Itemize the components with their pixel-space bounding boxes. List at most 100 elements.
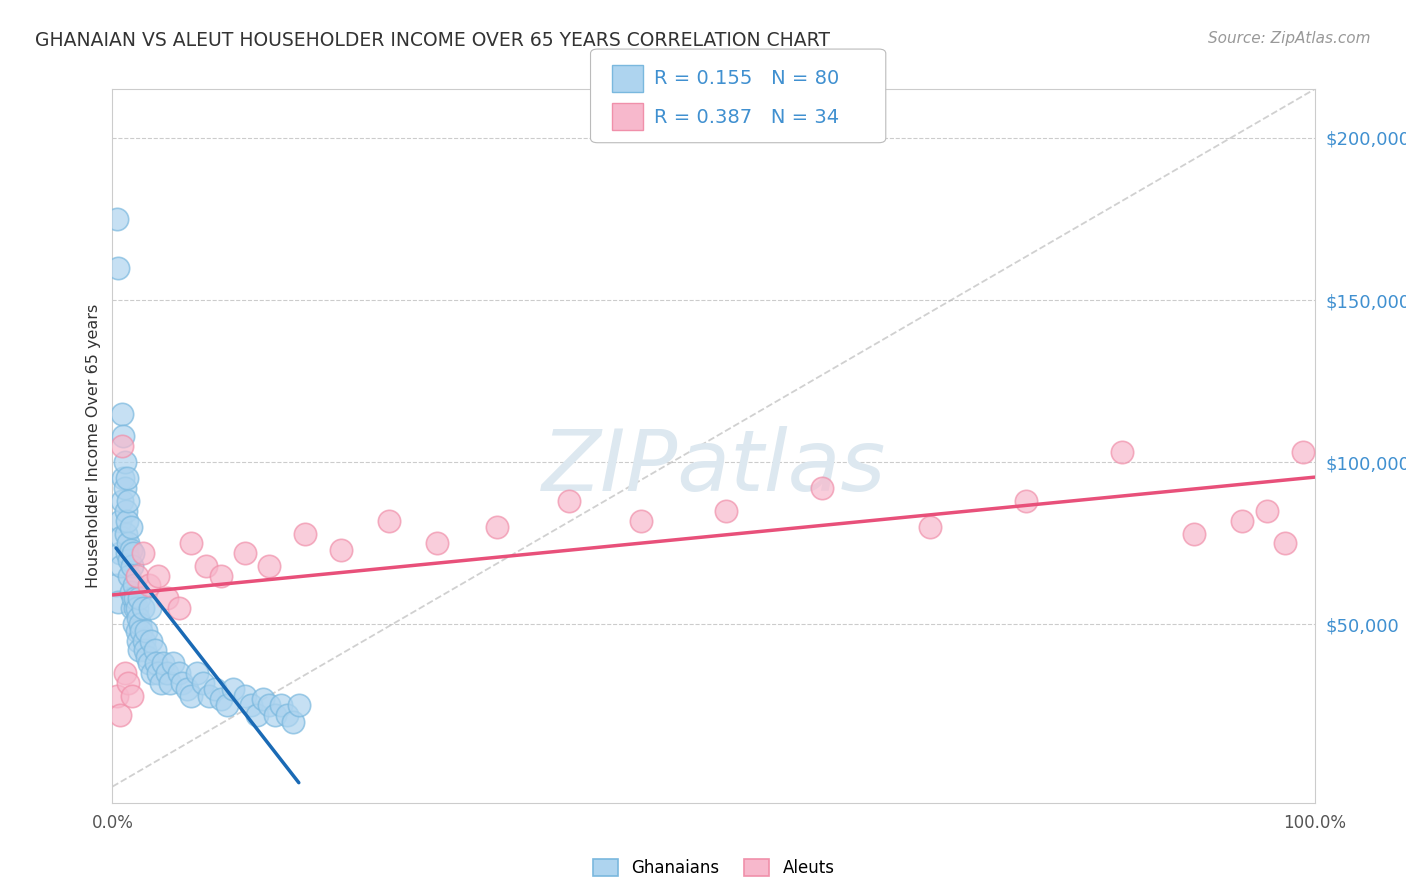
Point	[115, 514, 138, 528]
Point	[1015, 494, 1038, 508]
Y-axis label: Householder Income Over 65 years: Householder Income Over 65 years	[86, 304, 101, 588]
Point	[714, 504, 737, 518]
Point	[233, 689, 256, 703]
Point	[257, 559, 280, 574]
Point	[122, 578, 145, 592]
Point	[105, 211, 128, 226]
Point	[128, 643, 150, 657]
Point	[146, 666, 169, 681]
Point	[111, 407, 134, 421]
Point	[114, 481, 136, 495]
Text: R = 0.387   N = 34: R = 0.387 N = 34	[654, 108, 839, 127]
Point	[329, 542, 352, 557]
Point	[233, 546, 256, 560]
Point	[630, 514, 652, 528]
Point	[191, 675, 214, 690]
Point	[129, 617, 152, 632]
Text: R = 0.155   N = 80: R = 0.155 N = 80	[654, 70, 839, 88]
Point	[276, 708, 298, 723]
Point	[1256, 504, 1278, 518]
Point	[134, 643, 156, 657]
Point	[110, 559, 132, 574]
Text: GHANAIAN VS ALEUT HOUSEHOLDER INCOME OVER 65 YEARS CORRELATION CHART: GHANAIAN VS ALEUT HOUSEHOLDER INCOME OVE…	[35, 31, 830, 50]
Point	[124, 601, 146, 615]
Point	[195, 559, 218, 574]
Point	[115, 546, 138, 560]
Point	[209, 568, 232, 582]
Point	[252, 692, 274, 706]
Point	[186, 666, 208, 681]
Point	[121, 559, 143, 574]
Point	[127, 633, 149, 648]
Point	[122, 546, 145, 560]
Point	[111, 439, 134, 453]
Point	[138, 657, 160, 671]
Point	[118, 552, 141, 566]
Point	[108, 708, 131, 723]
Point	[139, 601, 162, 615]
Point	[128, 591, 150, 606]
Point	[180, 689, 202, 703]
Point	[426, 536, 449, 550]
Point	[176, 682, 198, 697]
Point	[155, 666, 177, 681]
Point	[132, 633, 155, 648]
Point	[112, 429, 135, 443]
Point	[263, 708, 285, 723]
Point	[159, 675, 181, 690]
Point	[270, 698, 292, 713]
Point	[155, 591, 177, 606]
Point	[918, 520, 941, 534]
Point	[1232, 514, 1254, 528]
Point	[152, 657, 174, 671]
Point	[172, 675, 194, 690]
Point	[117, 536, 139, 550]
Point	[115, 471, 138, 485]
Point	[246, 708, 269, 723]
Point	[180, 536, 202, 550]
Point	[118, 568, 141, 582]
Point	[122, 591, 145, 606]
Point	[111, 494, 134, 508]
Point	[146, 568, 169, 582]
Point	[135, 624, 157, 638]
Point	[105, 578, 128, 592]
Point	[125, 568, 148, 582]
Point	[558, 494, 581, 508]
Point	[141, 666, 163, 681]
Text: ZIPatlas: ZIPatlas	[541, 425, 886, 509]
Point	[110, 530, 132, 544]
Point	[114, 455, 136, 469]
Point	[1111, 445, 1133, 459]
Point	[125, 601, 148, 615]
Point	[120, 520, 142, 534]
Point	[378, 514, 401, 528]
Point	[131, 624, 153, 638]
Point	[120, 585, 142, 599]
Point	[117, 494, 139, 508]
Point	[145, 657, 167, 671]
Point	[105, 689, 128, 703]
Point	[215, 698, 238, 713]
Point	[1274, 536, 1296, 550]
Point	[121, 601, 143, 615]
Point	[131, 546, 153, 560]
Point	[125, 624, 148, 638]
Point	[112, 471, 135, 485]
Point	[1184, 526, 1206, 541]
Point	[117, 675, 139, 690]
Legend: Ghanaians, Aleuts: Ghanaians, Aleuts	[586, 852, 841, 884]
Point	[257, 698, 280, 713]
Point	[486, 520, 509, 534]
Point	[209, 692, 232, 706]
Point	[239, 698, 262, 713]
Point	[197, 689, 219, 703]
Point	[131, 601, 153, 615]
Point	[107, 595, 129, 609]
Point	[108, 514, 131, 528]
Point	[222, 682, 245, 697]
Point	[124, 591, 146, 606]
Point	[149, 675, 172, 690]
Point	[120, 542, 142, 557]
Point	[122, 617, 145, 632]
